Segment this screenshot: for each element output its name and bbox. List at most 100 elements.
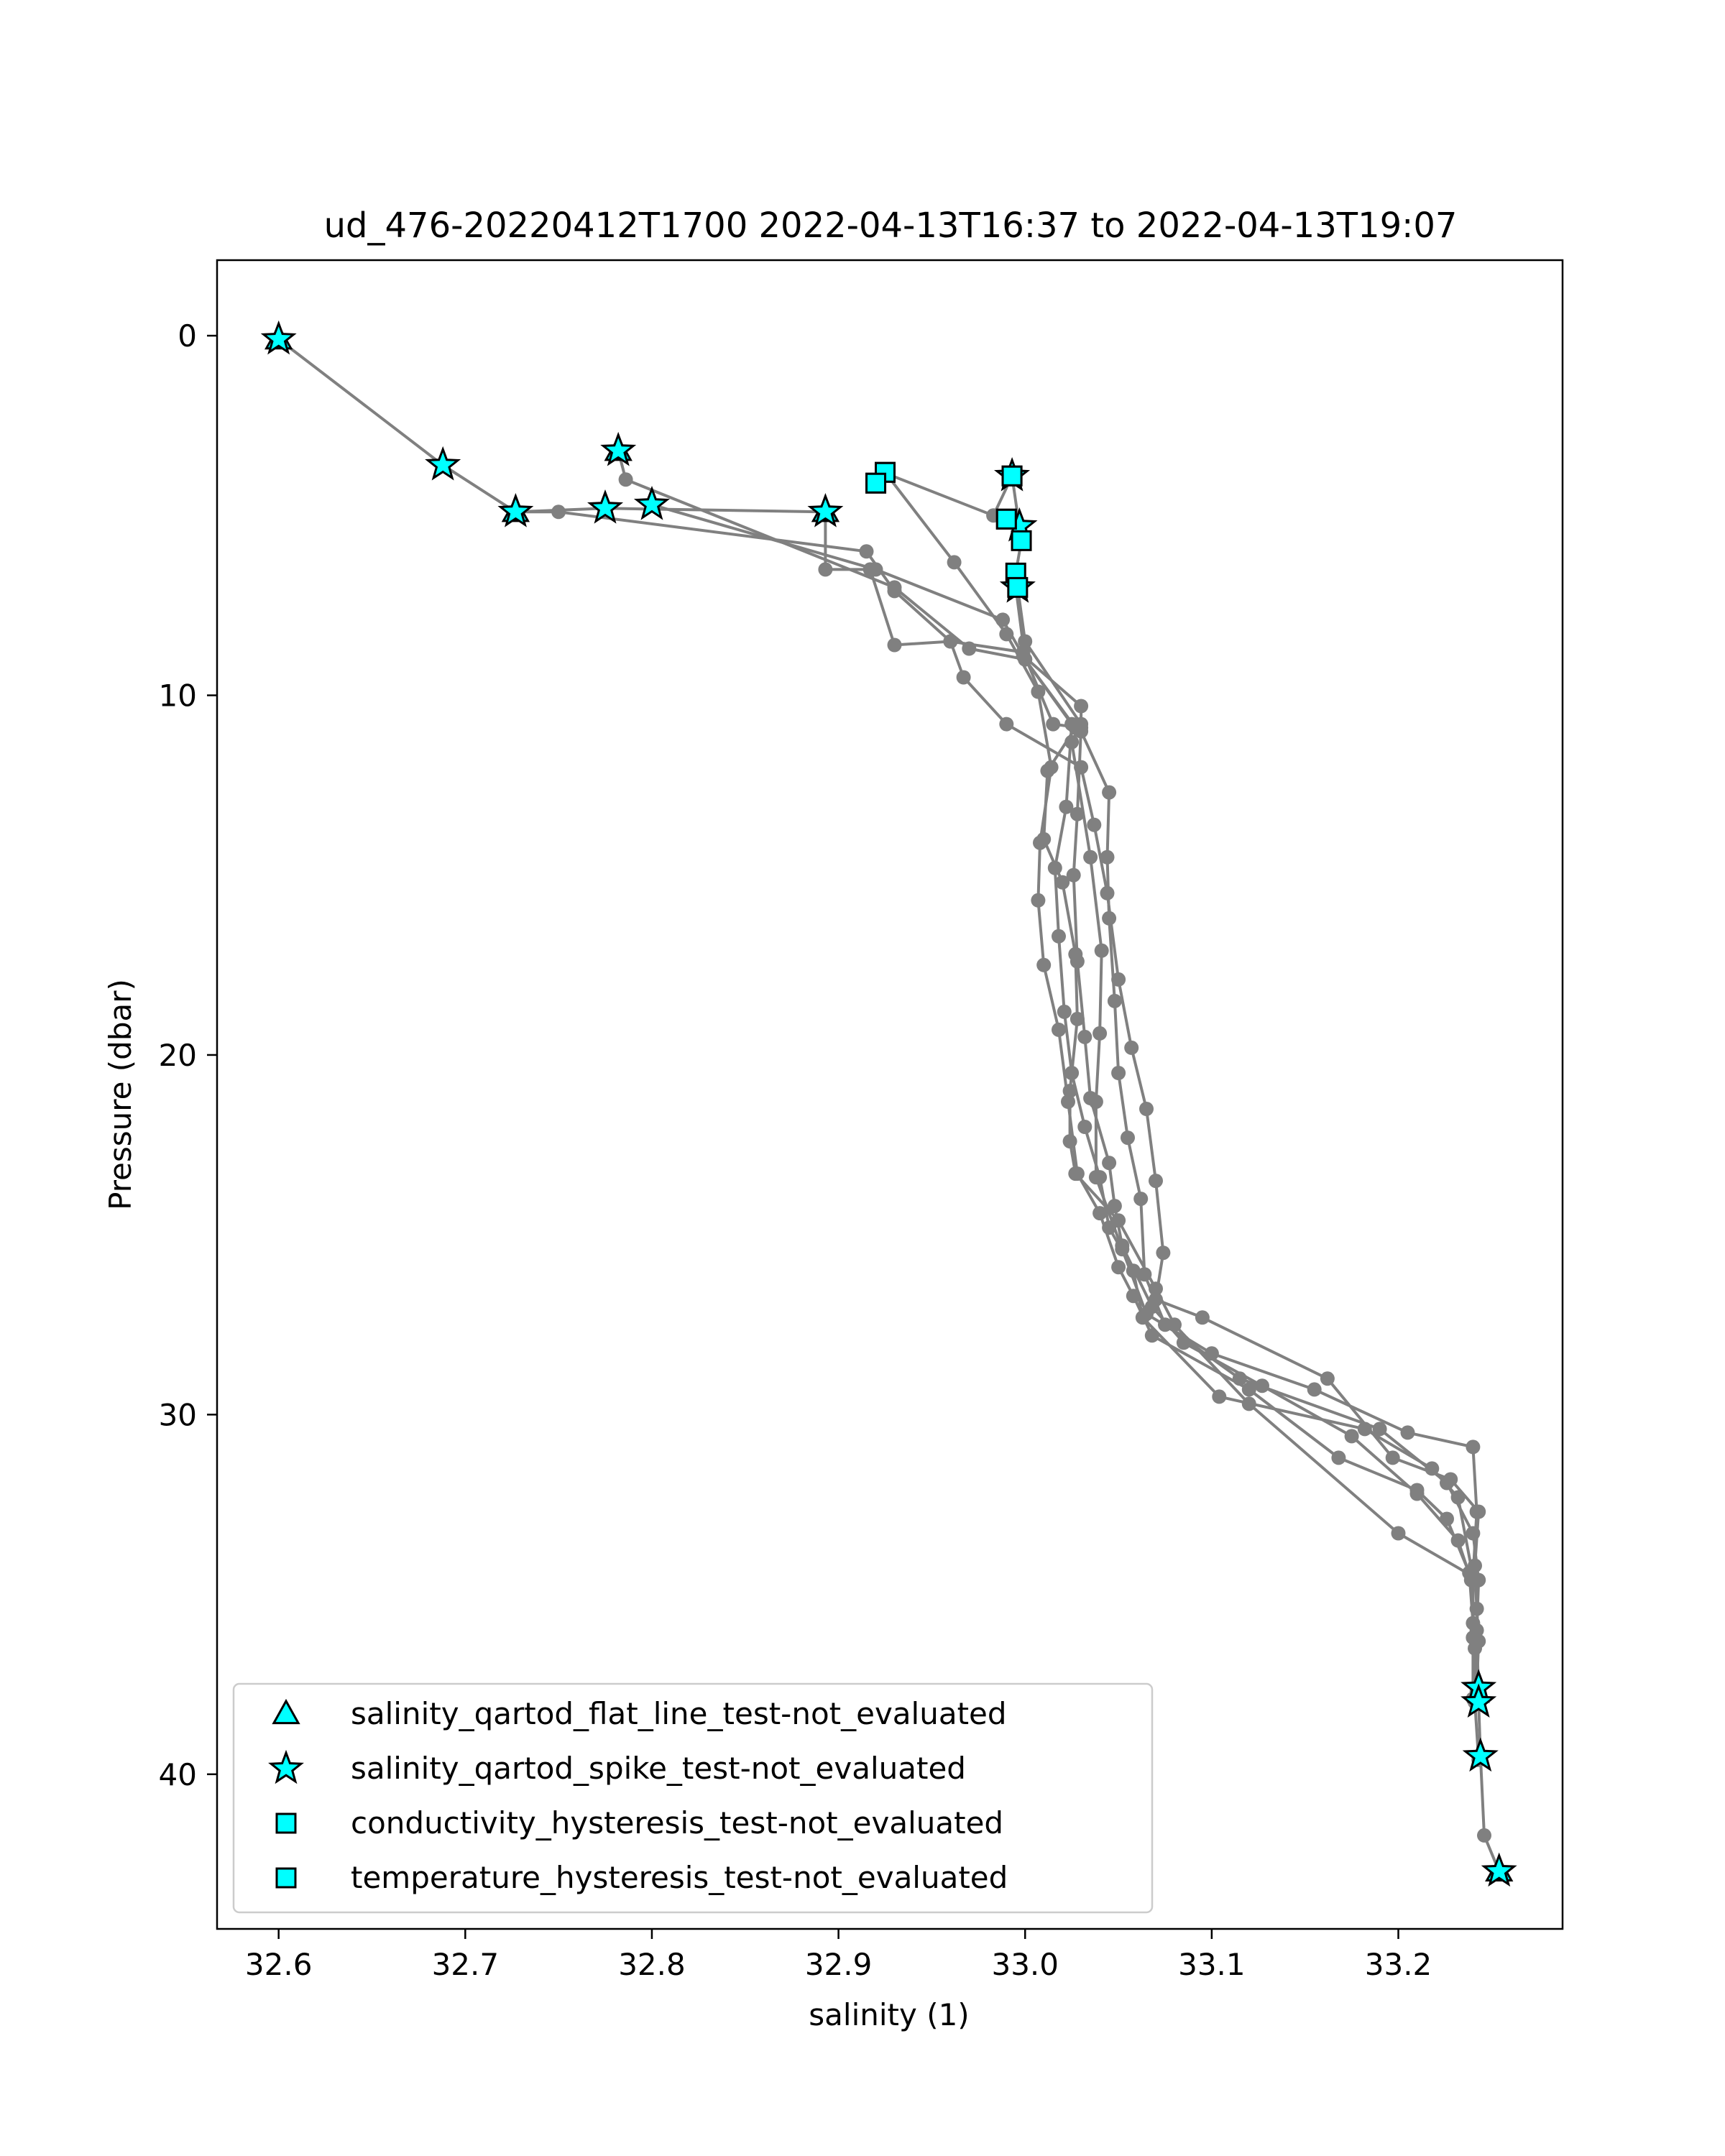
- x-tick-label: 32.9: [805, 1947, 873, 1982]
- profile-point: [1144, 1328, 1159, 1343]
- conductivity-hysteresis-flag-marker: [1007, 576, 1029, 598]
- profile-point: [1212, 1389, 1227, 1404]
- profile-point: [1055, 875, 1070, 890]
- profile-point: [1137, 1267, 1152, 1282]
- profile-point: [1241, 1396, 1256, 1411]
- spike-flag-marker: [1462, 1737, 1499, 1772]
- profile-point: [1070, 1011, 1085, 1026]
- profile-point: [1061, 1095, 1075, 1109]
- profile-point: [1088, 1170, 1103, 1185]
- profile-point: [1102, 785, 1117, 800]
- profile-point: [1440, 1511, 1454, 1526]
- profile-point: [947, 555, 962, 570]
- x-tick-label: 32.6: [245, 1947, 313, 1982]
- legend: salinity_qartod_flat_line_test-not_evalu…: [232, 1682, 1154, 1914]
- profile-point: [1092, 1206, 1108, 1221]
- profile-point: [1059, 799, 1074, 814]
- profile-point: [999, 627, 1014, 642]
- profile-point: [818, 562, 833, 577]
- legend-marker-triangle: [272, 1698, 300, 1725]
- spike-flag-marker: [1460, 1683, 1497, 1718]
- profile-point: [1149, 1174, 1163, 1189]
- profile-point: [1070, 806, 1085, 821]
- profile-point: [1088, 1095, 1103, 1109]
- profile-point: [1107, 993, 1122, 1008]
- legend-label-flat-line: salinity_qartod_flat_line_test-not_evalu…: [351, 1696, 1007, 1731]
- profile-point: [1092, 1026, 1108, 1041]
- chart-title: ud_476-20220412T1700 2022-04-13T16:37 to…: [324, 206, 1458, 246]
- profile-point: [1094, 943, 1109, 958]
- temperature-hysteresis-flag-marker: [1001, 465, 1023, 487]
- profile-point: [1320, 1371, 1335, 1386]
- profile-point: [1102, 1156, 1117, 1171]
- x-tick-label: 32.7: [432, 1947, 500, 1982]
- profile-point: [1087, 817, 1102, 832]
- profile-point: [887, 637, 902, 653]
- profile-point: [1102, 911, 1117, 926]
- profile-point: [1077, 1029, 1092, 1044]
- profile-point: [1409, 1483, 1425, 1498]
- profile-point: [1068, 946, 1083, 962]
- profile-point: [1057, 1004, 1072, 1019]
- profile-point: [1111, 1066, 1126, 1080]
- profile-point: [1450, 1490, 1466, 1505]
- profile-point: [868, 562, 883, 577]
- profile-point: [1121, 1130, 1135, 1146]
- y-tick-label: 0: [178, 318, 197, 354]
- profile-point: [1052, 929, 1066, 944]
- legend-markers: [268, 1698, 304, 1889]
- profile-point: [1331, 1450, 1346, 1465]
- profile-point: [1111, 1260, 1126, 1275]
- profile-point: [1204, 1346, 1219, 1361]
- profile-point: [1068, 720, 1083, 735]
- x-tick-label: 33.2: [1365, 1947, 1432, 1982]
- profile-point: [1149, 1281, 1163, 1296]
- profile-point: [1046, 717, 1061, 732]
- spike-flag-marker: [587, 489, 624, 524]
- profile-point: [1066, 867, 1081, 883]
- profile-point: [1124, 1040, 1139, 1055]
- spike-flag-marker: [425, 446, 461, 481]
- profile-point: [1031, 893, 1046, 908]
- profile-point: [1477, 1828, 1491, 1843]
- profile-point: [1440, 1475, 1454, 1491]
- profile-point: [999, 717, 1014, 732]
- profile-point: [1307, 1382, 1322, 1397]
- legend-marker-star: [268, 1749, 304, 1784]
- profile-point: [1466, 1439, 1481, 1455]
- axes-frame: [216, 259, 1564, 1930]
- profile-point: [1107, 1199, 1122, 1214]
- y-axis-label: Pressure (dbar): [103, 979, 138, 1210]
- y-tick-label: 30: [159, 1397, 197, 1432]
- profile-point: [1040, 763, 1055, 778]
- legend-label-conductivity-hysteresis: conductivity_hysteresis_test-not_evaluat…: [351, 1805, 1003, 1841]
- profile-point: [956, 670, 971, 685]
- profile-point: [1036, 831, 1052, 847]
- y-tick-label: 20: [159, 1038, 197, 1073]
- legend-label-spike: salinity_qartod_spike_test-not_evaluated: [351, 1751, 966, 1786]
- profile-point: [887, 580, 902, 595]
- plot-area: [260, 320, 1517, 1887]
- profile-point: [1385, 1450, 1400, 1465]
- y-tick-label: 40: [159, 1757, 197, 1792]
- profile-point: [1018, 634, 1033, 649]
- profile-point: [1068, 1166, 1083, 1181]
- spike-flag-marker: [497, 493, 534, 528]
- x-axis: 32.6 32.7 32.8 32.9 33.0 33.1 33.2: [245, 1929, 1432, 1982]
- profile-point: [1469, 1504, 1484, 1519]
- spike-flag-marker: [633, 486, 670, 520]
- profile-point: [1466, 1630, 1481, 1645]
- profile-point: [1036, 957, 1052, 972]
- y-tick-label: 10: [159, 678, 197, 714]
- profile-point: [1391, 1526, 1406, 1541]
- spike-flag-marker: [1481, 1852, 1517, 1887]
- profile-point: [1018, 652, 1033, 667]
- profile-point: [1111, 1213, 1126, 1228]
- x-tick-label: 33.0: [991, 1947, 1059, 1982]
- profile-point: [1372, 1422, 1387, 1437]
- legend-frame: [232, 1682, 1154, 1914]
- profile-point: [1400, 1425, 1415, 1440]
- conductivity-hysteresis-flag-marker: [1011, 530, 1032, 551]
- x-tick-label: 32.8: [618, 1947, 686, 1982]
- profile-point: [1133, 1192, 1149, 1207]
